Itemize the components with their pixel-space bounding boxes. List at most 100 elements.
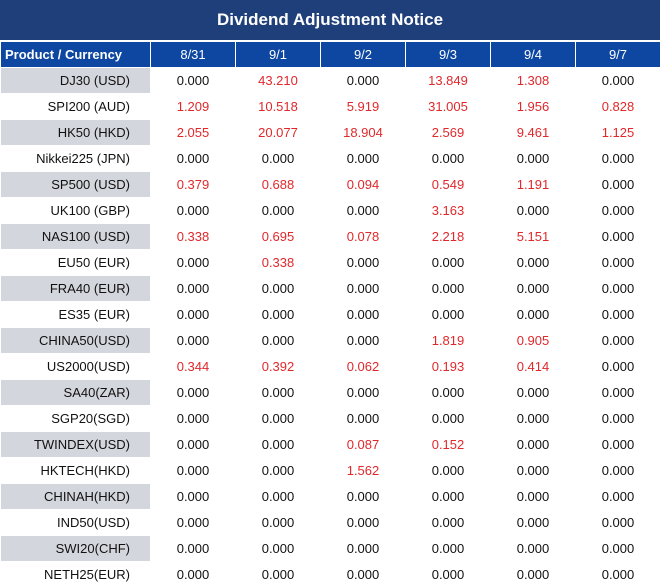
adjustment-value-cell: 0.000: [151, 406, 236, 432]
adjustment-value-cell: 0.000: [151, 458, 236, 484]
adjustment-value-cell: 0.000: [491, 380, 576, 406]
adjustment-value-cell: 0.000: [236, 510, 321, 536]
adjustment-value-cell: 0.000: [321, 68, 406, 94]
product-currency-header: Product / Currency: [1, 42, 151, 68]
adjustment-value-cell: 0.000: [491, 510, 576, 536]
adjustment-value-cell: 0.087: [321, 432, 406, 458]
dividend-table: Product / Currency 8/31 9/1 9/2 9/3 9/4 …: [0, 41, 660, 588]
adjustment-value-cell: 0.000: [236, 536, 321, 562]
date-header: 9/3: [406, 42, 491, 68]
adjustment-value-cell: 0.000: [236, 276, 321, 302]
adjustment-value-cell: 0.000: [151, 484, 236, 510]
adjustment-value-cell: 0.000: [236, 562, 321, 588]
adjustment-value-cell: 0.000: [151, 562, 236, 588]
adjustment-value-cell: 0.000: [576, 432, 660, 458]
adjustment-value-cell: 0.000: [406, 146, 491, 172]
adjustment-value-cell: 0.000: [151, 302, 236, 328]
adjustment-value-cell: 0.193: [406, 354, 491, 380]
adjustment-value-cell: 31.005: [406, 94, 491, 120]
adjustment-value-cell: 0.000: [406, 536, 491, 562]
adjustment-value-cell: 0.000: [576, 536, 660, 562]
adjustment-value-cell: 0.392: [236, 354, 321, 380]
adjustment-value-cell: 0.000: [576, 458, 660, 484]
product-name-cell: US2000(USD): [1, 354, 151, 380]
product-name-cell: NAS100 (USD): [1, 224, 151, 250]
adjustment-value-cell: 0.000: [576, 68, 660, 94]
adjustment-value-cell: 18.904: [321, 120, 406, 146]
date-header: 9/4: [491, 42, 576, 68]
date-header: 9/2: [321, 42, 406, 68]
adjustment-value-cell: 0.338: [236, 250, 321, 276]
adjustment-value-cell: 2.055: [151, 120, 236, 146]
adjustment-value-cell: 0.000: [491, 406, 576, 432]
adjustment-value-cell: 0.000: [151, 328, 236, 354]
adjustment-value-cell: 0.000: [406, 380, 491, 406]
adjustment-value-cell: 0.549: [406, 172, 491, 198]
adjustment-value-cell: 0.000: [576, 406, 660, 432]
adjustment-value-cell: 0.000: [576, 302, 660, 328]
adjustment-value-cell: 9.461: [491, 120, 576, 146]
adjustment-value-cell: 0.000: [236, 146, 321, 172]
product-name-cell: UK100 (GBP): [1, 198, 151, 224]
product-name-cell: ES35 (EUR): [1, 302, 151, 328]
header-row: Product / Currency 8/31 9/1 9/2 9/3 9/4 …: [1, 42, 660, 68]
product-name-cell: CHINA50(USD): [1, 328, 151, 354]
adjustment-value-cell: 0.000: [151, 198, 236, 224]
adjustment-value-cell: 0.000: [321, 484, 406, 510]
product-name-cell: CHINAH(HKD): [1, 484, 151, 510]
adjustment-value-cell: 0.000: [236, 380, 321, 406]
adjustment-value-cell: 0.000: [321, 536, 406, 562]
adjustment-value-cell: 0.000: [576, 510, 660, 536]
date-header: 9/1: [236, 42, 321, 68]
adjustment-value-cell: 0.000: [151, 536, 236, 562]
notice-title: Dividend Adjustment Notice: [0, 0, 660, 41]
date-header: 9/7: [576, 42, 660, 68]
adjustment-value-cell: 0.000: [151, 250, 236, 276]
adjustment-value-cell: 5.151: [491, 224, 576, 250]
adjustment-value-cell: 13.849: [406, 68, 491, 94]
adjustment-value-cell: 5.919: [321, 94, 406, 120]
adjustment-value-cell: 0.152: [406, 432, 491, 458]
adjustment-value-cell: 1.819: [406, 328, 491, 354]
adjustment-value-cell: 0.000: [321, 380, 406, 406]
product-name-cell: EU50 (EUR): [1, 250, 151, 276]
adjustment-value-cell: 0.000: [236, 302, 321, 328]
adjustment-value-cell: 1.209: [151, 94, 236, 120]
adjustment-value-cell: 0.000: [321, 328, 406, 354]
adjustment-value-cell: 0.000: [491, 432, 576, 458]
adjustment-value-cell: 2.218: [406, 224, 491, 250]
adjustment-value-cell: 0.000: [576, 198, 660, 224]
adjustment-value-cell: 0.000: [491, 276, 576, 302]
adjustment-value-cell: 0.000: [576, 224, 660, 250]
adjustment-value-cell: 0.000: [151, 68, 236, 94]
product-name-cell: IND50(USD): [1, 510, 151, 536]
adjustment-value-cell: 0.000: [491, 484, 576, 510]
adjustment-value-cell: 0.000: [321, 276, 406, 302]
adjustment-value-cell: 0.000: [491, 536, 576, 562]
product-name-cell: SGP20(SGD): [1, 406, 151, 432]
adjustment-value-cell: 0.000: [406, 562, 491, 588]
adjustment-value-cell: 0.000: [491, 458, 576, 484]
adjustment-value-cell: 0.000: [151, 146, 236, 172]
adjustment-value-cell: 0.000: [491, 146, 576, 172]
adjustment-value-cell: 1.956: [491, 94, 576, 120]
adjustment-value-cell: 0.000: [576, 484, 660, 510]
adjustment-value-cell: 1.562: [321, 458, 406, 484]
product-name-cell: NETH25(EUR): [1, 562, 151, 588]
